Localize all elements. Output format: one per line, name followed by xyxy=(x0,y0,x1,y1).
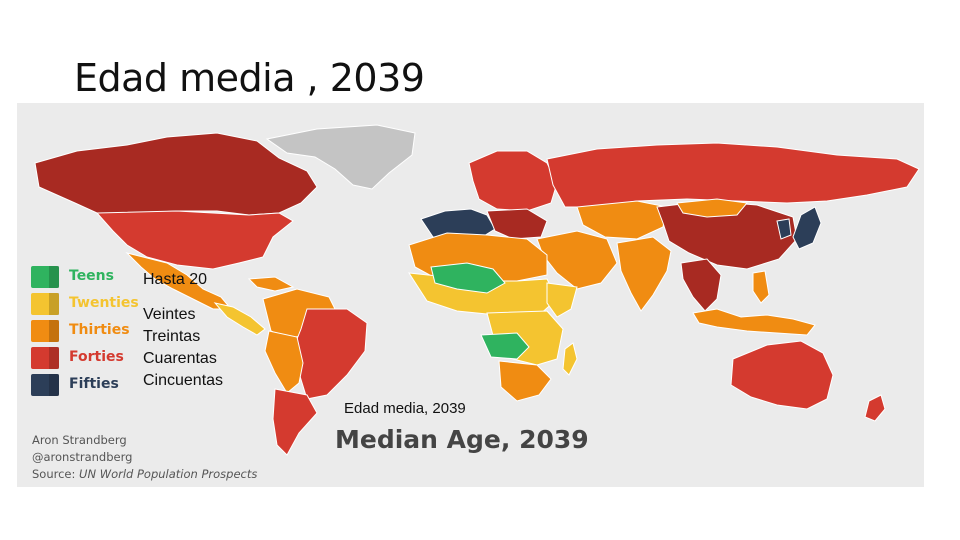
new-zealand-region xyxy=(864,394,886,422)
philippines-region xyxy=(752,270,770,304)
legend-swatch xyxy=(31,293,59,315)
indonesia-region xyxy=(692,308,816,336)
legend-swatch xyxy=(31,374,59,396)
legend-item-twenties: Twenties xyxy=(31,293,241,315)
map-title: Median Age, 2039 xyxy=(335,425,589,454)
central-america-region xyxy=(213,302,266,336)
caribbean-region xyxy=(247,276,295,292)
legend-swatch xyxy=(31,320,59,342)
southeast-asia-region xyxy=(680,258,722,312)
legend-swatch xyxy=(31,347,59,369)
china-region xyxy=(656,200,798,270)
russia-region xyxy=(546,142,920,208)
map-caption-es: Edad media, 2039 xyxy=(344,400,466,417)
usa-region xyxy=(95,210,294,270)
teens-band-region xyxy=(430,262,506,294)
legend-item-forties: Forties xyxy=(31,347,241,369)
balkans-region xyxy=(486,208,548,240)
legend-item-thirties: Thirties xyxy=(31,320,241,342)
canada-region xyxy=(34,132,318,216)
horn-africa-region xyxy=(546,282,578,318)
credit-handle: @aronstrandberg xyxy=(32,450,133,464)
central-asia-region xyxy=(576,200,668,240)
middle-east-region xyxy=(536,230,618,290)
southern-africa-region xyxy=(498,360,552,402)
brazil-region xyxy=(292,308,368,400)
legend-label-es: Hasta 20 xyxy=(143,271,208,288)
legend-item-fifties: Fifties xyxy=(31,374,241,396)
legend-label-en: Teens xyxy=(69,268,114,284)
world-map-svg xyxy=(34,124,920,456)
greenland-region xyxy=(265,124,416,190)
southern-cone-region xyxy=(272,388,318,456)
slide-title: Edad media , 2039 xyxy=(74,56,425,100)
credit-source-name: UN World Population Prospects xyxy=(79,467,258,481)
korea-region xyxy=(776,218,792,240)
andes-region xyxy=(264,330,304,394)
madagascar-region xyxy=(562,342,578,376)
legend-label-es: Veintes xyxy=(143,306,196,323)
mongolia-region xyxy=(676,198,748,218)
legend-swatch xyxy=(31,266,59,288)
credit-source-prefix: Source: xyxy=(32,467,80,481)
legend-label-es: Cincuentas xyxy=(143,372,224,389)
legend-item-teens: Teens xyxy=(31,266,241,288)
legend-label-es: Cuarentas xyxy=(143,350,217,367)
north-east-europe-region xyxy=(468,150,558,212)
central-africa-teens-region xyxy=(480,332,530,360)
japan-region xyxy=(792,206,822,250)
india-region xyxy=(616,236,672,312)
australia-region xyxy=(730,340,834,410)
legend-label-en: Fifties xyxy=(69,376,119,392)
legend-label-en: Thirties xyxy=(69,322,130,338)
credit-source: Source: UN World Population Prospects xyxy=(32,467,257,481)
legend-label-en: Twenties xyxy=(69,295,139,311)
world-map: Teens Twenties Thirties Forties Fifties … xyxy=(17,103,924,487)
legend-label-en: Forties xyxy=(69,349,124,365)
credit-author: Aron Strandberg xyxy=(32,433,127,447)
legend-label-es: Treintas xyxy=(143,328,201,345)
